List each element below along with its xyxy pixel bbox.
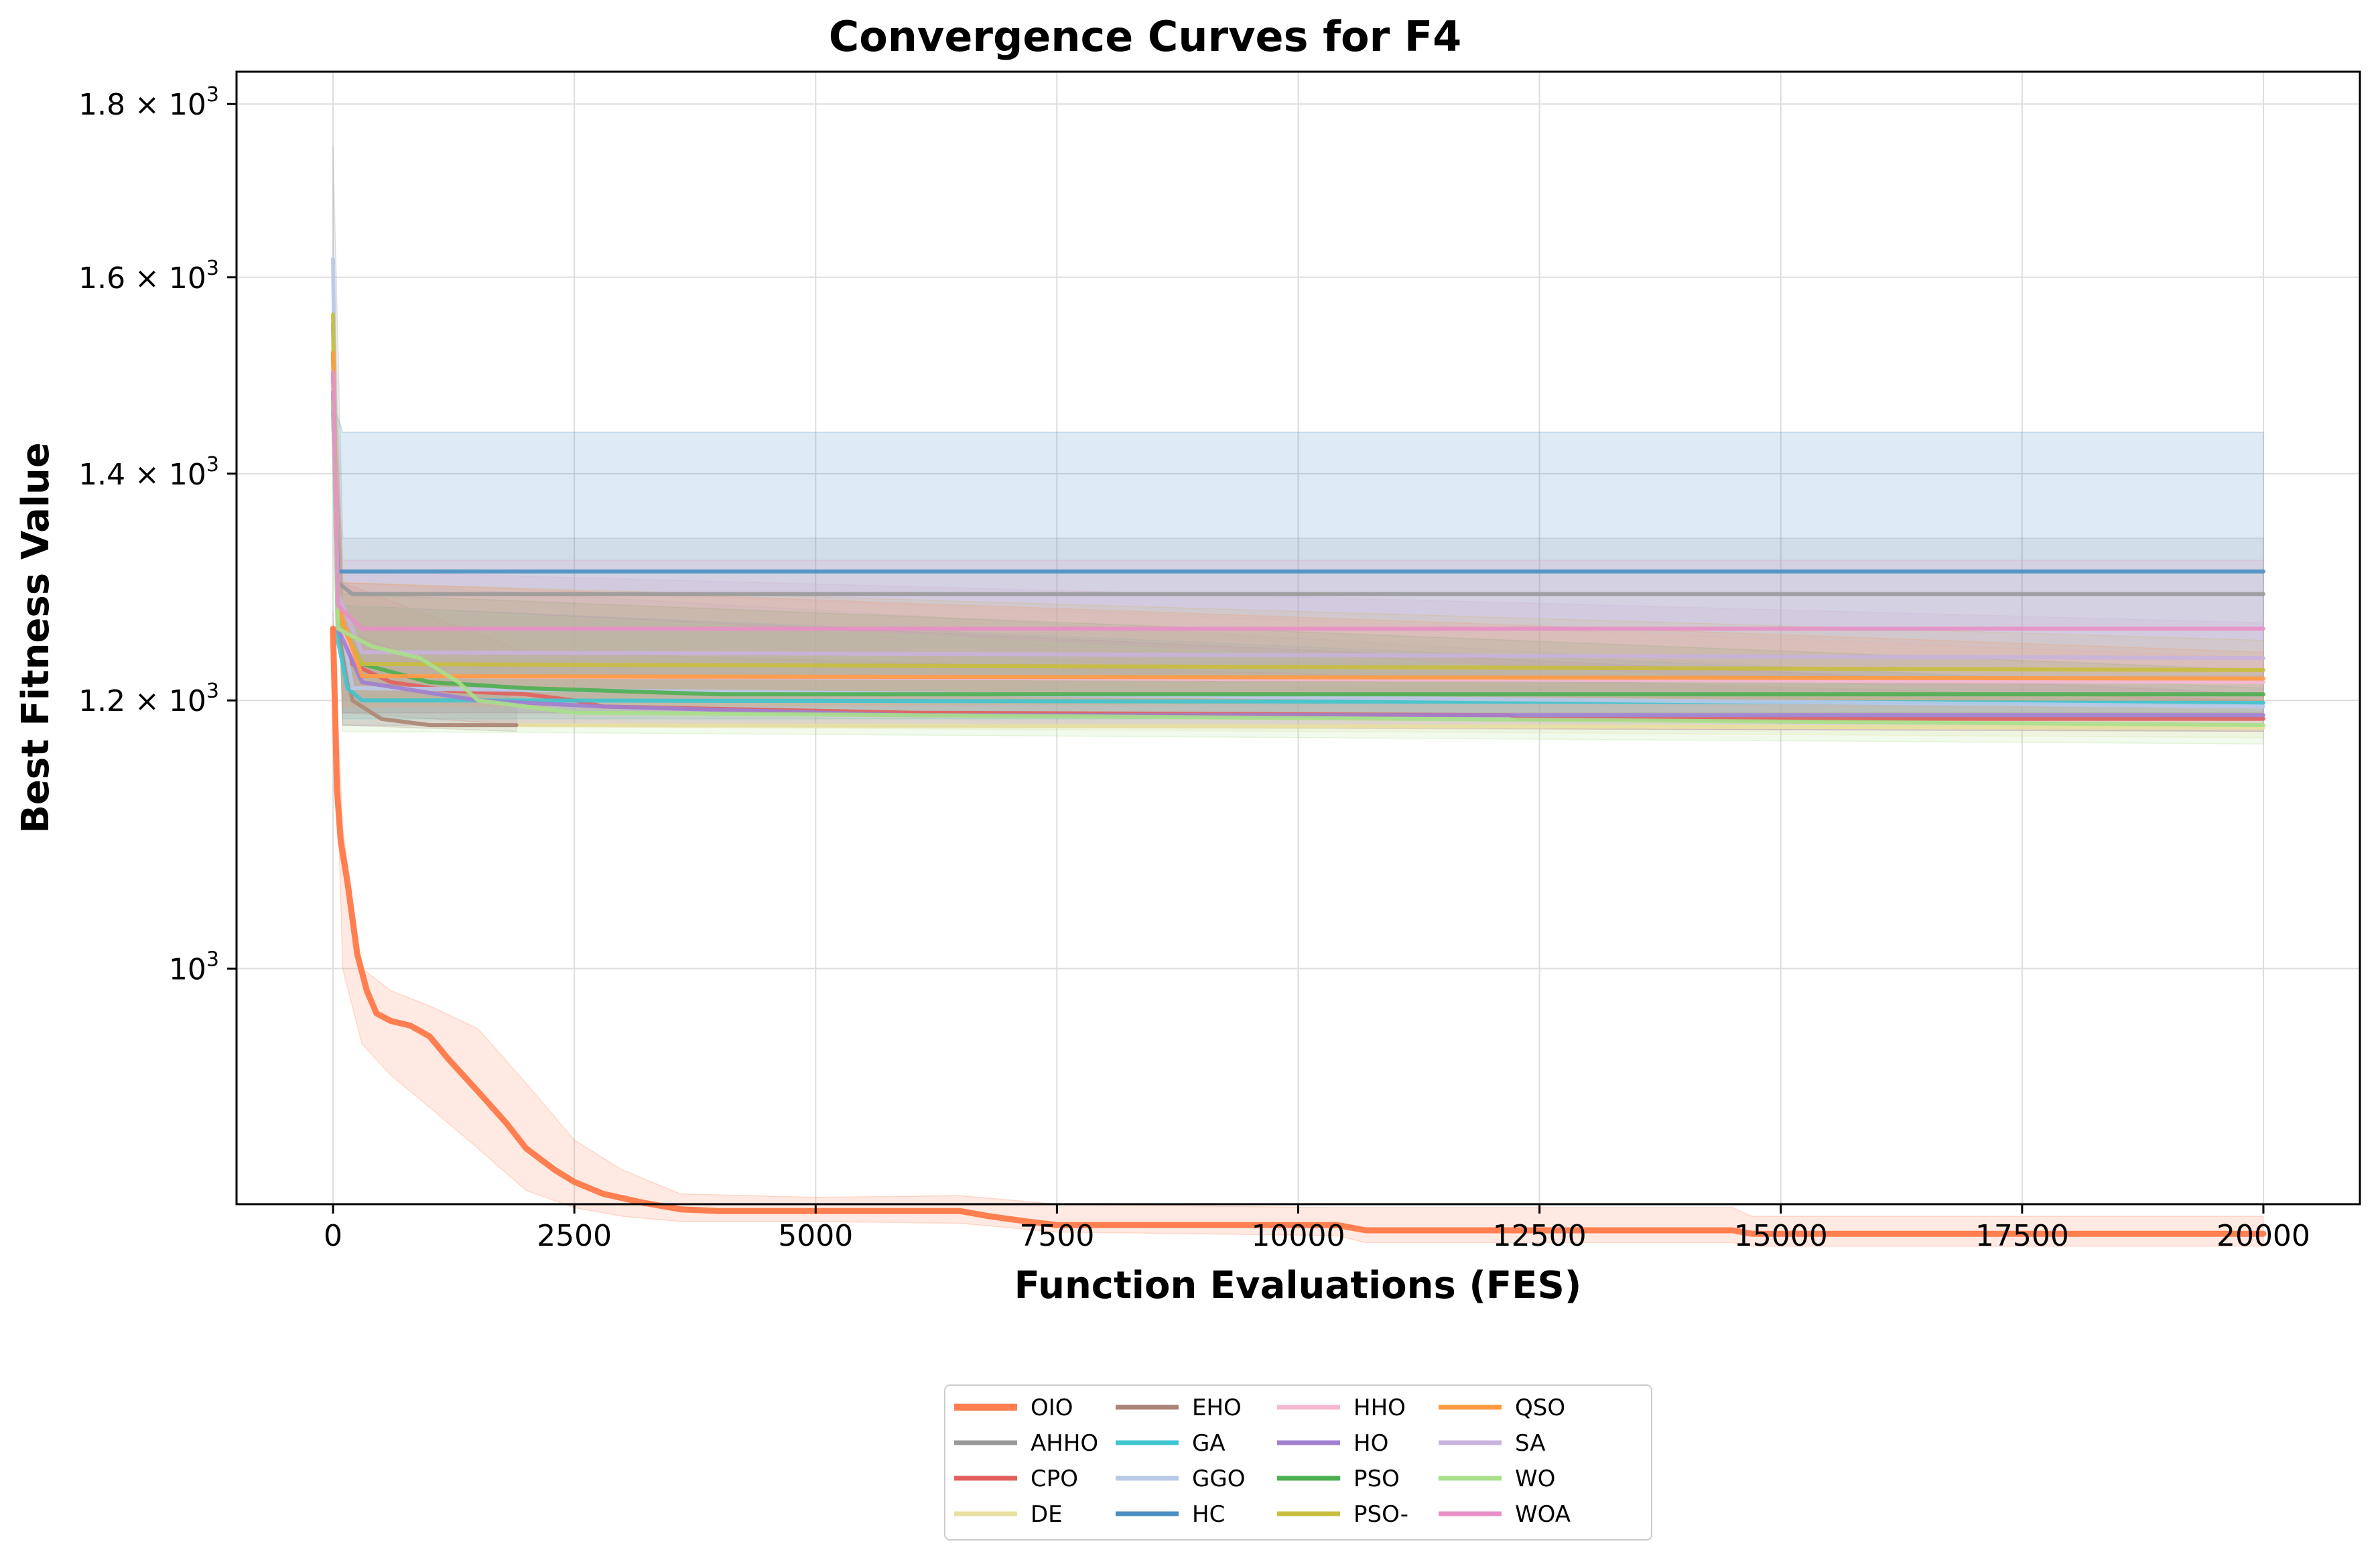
legend-label-ga: GA — [1192, 1430, 1226, 1457]
legend-label-qso: QSO — [1515, 1394, 1565, 1421]
y-axis-label: Best Fitness Value — [14, 442, 58, 834]
x-tick-label: 2500 — [537, 1219, 612, 1253]
legend-label-ho: HO — [1353, 1430, 1388, 1457]
x-tick-label: 15000 — [1734, 1219, 1828, 1253]
legend-label-pso: PSO- — [1353, 1501, 1408, 1528]
x-tick-label: 7500 — [1019, 1219, 1094, 1253]
legend-label-pso: PSO — [1353, 1466, 1400, 1492]
series-line-oio — [330, 625, 2267, 1237]
y-tick-label: 1.8 × 103 — [78, 83, 219, 122]
legend-label-hho: HHO — [1353, 1394, 1406, 1421]
x-tick-label: 5000 — [778, 1219, 853, 1253]
legend-label-eho: EHO — [1192, 1394, 1242, 1421]
series-line-woa — [331, 370, 2265, 631]
line-layer — [330, 257, 2267, 1237]
y-tick-label: 1.6 × 103 — [78, 257, 219, 296]
y-axis-ticks: 103 1.2 × 103 1.4 × 103 1.6 × 103 1.8 × 103 — [78, 83, 237, 986]
chart-title: Convergence Curves for F4 — [829, 12, 1462, 61]
y-tick-label: 1.2 × 103 — [78, 679, 219, 718]
legend-box — [944, 1384, 1652, 1541]
legend-label-woa: WOA — [1515, 1501, 1571, 1528]
legend-label-sa: SA — [1515, 1430, 1545, 1457]
legend-label-ggo: GGO — [1192, 1466, 1245, 1492]
x-tick-label: 10000 — [1252, 1219, 1345, 1253]
x-tick-label: 17500 — [1975, 1219, 2069, 1253]
band-oio — [332, 611, 2264, 1247]
x-tick-label: 0 — [324, 1219, 342, 1253]
x-tick-label: 20000 — [2217, 1219, 2310, 1253]
x-axis-label: Function Evaluations (FES) — [1014, 1264, 1582, 1307]
y-tick-label: 1.4 × 103 — [78, 453, 219, 492]
legend: OIO AHHO CPO DE EHO GA GGO HC HHO HO PSO PSO- QSO SA W… — [944, 1384, 1652, 1541]
legend-label-de: DE — [1031, 1501, 1063, 1528]
legend-label-hc: HC — [1192, 1501, 1225, 1528]
x-tick-label: 12500 — [1493, 1219, 1587, 1253]
x-axis-ticks: 0 2500 5000 7500 10000 12500 15000 17500 20000 — [324, 1204, 2310, 1253]
legend-label-oio: OIO — [1031, 1394, 1073, 1421]
legend-label-ahho: AHHO — [1031, 1430, 1098, 1457]
legend-label-cpo: CPO — [1031, 1466, 1078, 1492]
y-tick-label: 103 — [169, 948, 219, 986]
series-line-wo — [331, 399, 2265, 728]
legend-label-wo: WO — [1515, 1466, 1555, 1492]
